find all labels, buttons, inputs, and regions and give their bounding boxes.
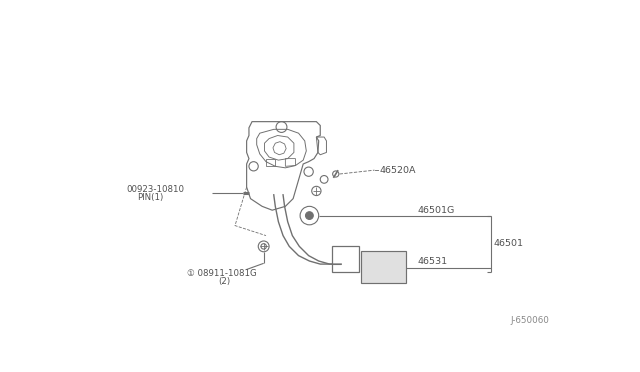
Text: ① 08911-1081G: ① 08911-1081G xyxy=(187,269,257,278)
Circle shape xyxy=(305,212,313,219)
FancyBboxPatch shape xyxy=(360,251,406,283)
Text: J-650060: J-650060 xyxy=(510,316,549,325)
Text: PIN(1): PIN(1) xyxy=(138,193,164,202)
Text: 00923-10810: 00923-10810 xyxy=(127,185,184,194)
Text: 46520A: 46520A xyxy=(380,166,417,174)
Text: 46501G: 46501G xyxy=(417,206,454,215)
Text: 46531: 46531 xyxy=(417,257,447,266)
Text: 46501: 46501 xyxy=(493,239,523,248)
Text: (2): (2) xyxy=(218,277,230,286)
